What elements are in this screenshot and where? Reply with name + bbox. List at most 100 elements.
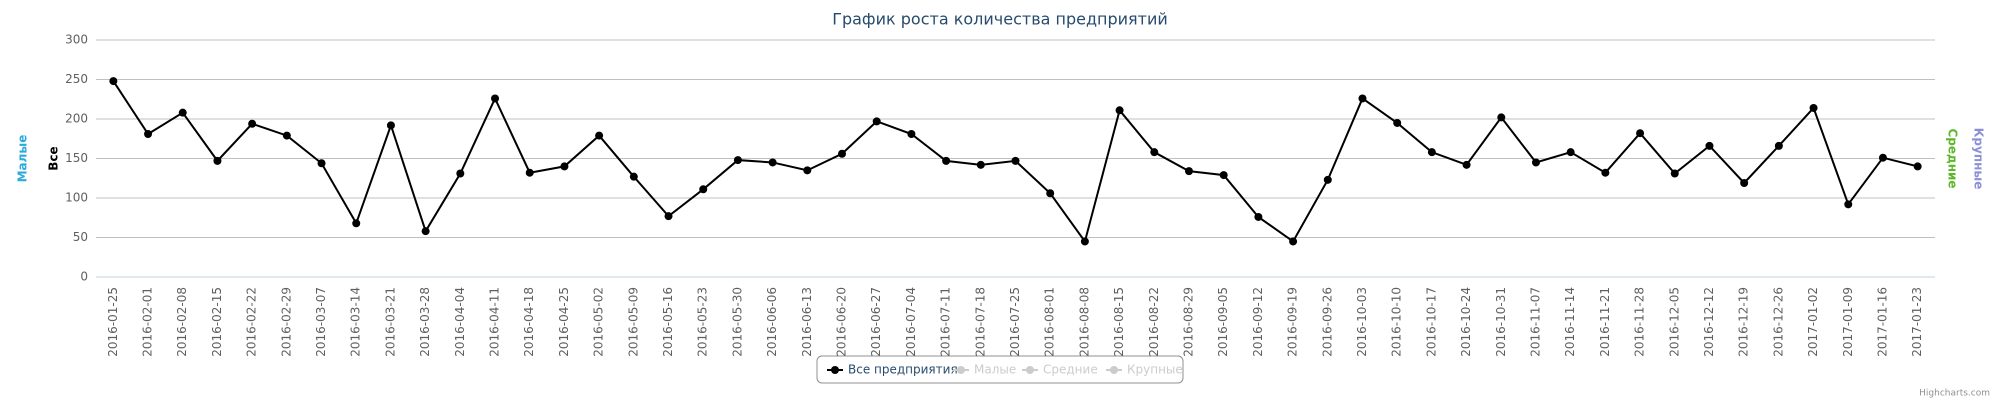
- point: [1774, 141, 1783, 150]
- x-tick-label: 2016-04-25: [557, 287, 571, 357]
- point: [213, 156, 222, 165]
- x-tick-label: 2016-07-04: [904, 287, 918, 357]
- point: [733, 156, 742, 165]
- legend-marker: [1110, 366, 1118, 374]
- x-tick-label: 2016-04-18: [522, 287, 536, 357]
- point: [1740, 178, 1749, 187]
- x-tick-label: 2016-08-22: [1147, 287, 1161, 357]
- point: [386, 121, 395, 130]
- point: [525, 168, 534, 177]
- y-axis-title: Малые: [16, 135, 30, 183]
- x-tick-label: 2017-01-02: [1806, 287, 1820, 357]
- y-axis-title: Все: [47, 146, 61, 170]
- x-tick-label: 2016-02-08: [175, 287, 189, 357]
- point: [1358, 94, 1367, 103]
- legend-marker: [1026, 366, 1034, 374]
- x-tick-label: 2016-10-31: [1494, 287, 1508, 357]
- x-tick-label: 2016-05-30: [730, 287, 744, 357]
- point: [1531, 158, 1540, 167]
- point: [109, 77, 118, 86]
- point: [1497, 113, 1506, 122]
- point: [282, 131, 291, 140]
- legend-item[interactable]: Малые: [974, 363, 1016, 377]
- x-tick-label: 2016-12-12: [1702, 287, 1716, 357]
- x-tick-label: 2016-05-02: [592, 287, 606, 357]
- x-tick-label: 2017-01-16: [1875, 287, 1889, 357]
- x-tick-label: 2016-08-01: [1043, 287, 1057, 357]
- x-tick-label: 2016-10-10: [1390, 287, 1404, 357]
- point: [178, 108, 187, 117]
- x-tick-label: 2016-11-14: [1563, 287, 1577, 357]
- legend-item[interactable]: Все предприятия: [848, 363, 958, 377]
- x-tick-label: 2016-02-01: [141, 287, 155, 357]
- x-tick-label: 2016-08-15: [1112, 287, 1126, 357]
- y-tick-label: 300: [65, 33, 88, 47]
- x-tick-label: 2017-01-09: [1841, 287, 1855, 357]
- point: [1046, 189, 1055, 198]
- x-tick-label: 2016-03-21: [383, 287, 397, 357]
- legend-marker: [957, 366, 965, 374]
- x-tick-label: 2016-10-03: [1355, 287, 1369, 357]
- point: [1393, 118, 1402, 127]
- chart-title: График роста количества предприятий: [832, 10, 1168, 29]
- x-tick-label: 2016-06-13: [800, 287, 814, 357]
- point: [1219, 171, 1228, 180]
- point: [1809, 103, 1818, 112]
- point: [1670, 169, 1679, 178]
- x-tick-label: 2016-09-19: [1286, 287, 1300, 357]
- point: [768, 158, 777, 167]
- x-tick-label: 2016-10-24: [1459, 287, 1473, 357]
- point: [352, 219, 361, 228]
- point: [1636, 129, 1645, 138]
- x-tick-label: 2016-12-19: [1737, 287, 1751, 357]
- point: [144, 130, 153, 139]
- x-tick-label: 2016-06-06: [765, 287, 779, 357]
- x-tick-label: 2016-04-11: [488, 287, 502, 357]
- point: [456, 169, 465, 178]
- x-tick-label: 2016-07-25: [1008, 287, 1022, 357]
- point: [421, 227, 430, 236]
- point: [491, 94, 500, 103]
- x-tick-label: 2016-11-28: [1633, 287, 1647, 357]
- x-tick-label: 2016-04-04: [453, 287, 467, 357]
- y-tick-label: 100: [65, 191, 88, 205]
- point: [1115, 106, 1124, 115]
- y-tick-label: 200: [65, 112, 88, 126]
- y-tick-label: 50: [73, 230, 88, 244]
- x-tick-label: 2016-12-26: [1771, 287, 1785, 357]
- legend-item[interactable]: Крупные: [1127, 363, 1183, 377]
- x-tick-label: 2016-06-27: [869, 287, 883, 357]
- x-tick-label: 2016-02-22: [245, 287, 259, 357]
- x-tick-label: 2016-07-18: [973, 287, 987, 357]
- x-tick-label: 2017-01-23: [1910, 287, 1924, 357]
- x-tick-label: 2016-11-21: [1598, 287, 1612, 357]
- x-tick-label: 2016-03-14: [349, 287, 363, 357]
- x-tick-label: 2016-02-15: [210, 287, 224, 357]
- x-tick-label: 2016-11-07: [1528, 287, 1542, 357]
- point: [1184, 167, 1193, 176]
- y-tick-label: 250: [65, 72, 88, 86]
- x-tick-label: 2016-09-05: [1216, 287, 1230, 357]
- x-tick-label: 2016-09-26: [1320, 287, 1334, 357]
- point: [1462, 160, 1471, 169]
- point: [942, 156, 951, 165]
- point: [317, 159, 326, 168]
- y-axis-title: Средние: [1946, 128, 1960, 188]
- point: [872, 117, 881, 126]
- x-tick-label: 2016-02-29: [279, 287, 293, 357]
- point: [1427, 148, 1436, 157]
- point: [1323, 175, 1332, 184]
- point: [699, 185, 708, 194]
- credits[interactable]: Highcharts.com: [1919, 389, 1990, 399]
- point: [1011, 156, 1020, 165]
- point: [1601, 168, 1610, 177]
- x-tick-label: 2016-08-29: [1181, 287, 1195, 357]
- point: [1254, 212, 1263, 221]
- legend-item[interactable]: Средние: [1043, 363, 1098, 377]
- y-axis-title: Крупные: [1972, 128, 1986, 190]
- legend-box: [816, 355, 1184, 384]
- point: [838, 149, 847, 158]
- point: [1080, 237, 1089, 246]
- point: [803, 166, 812, 175]
